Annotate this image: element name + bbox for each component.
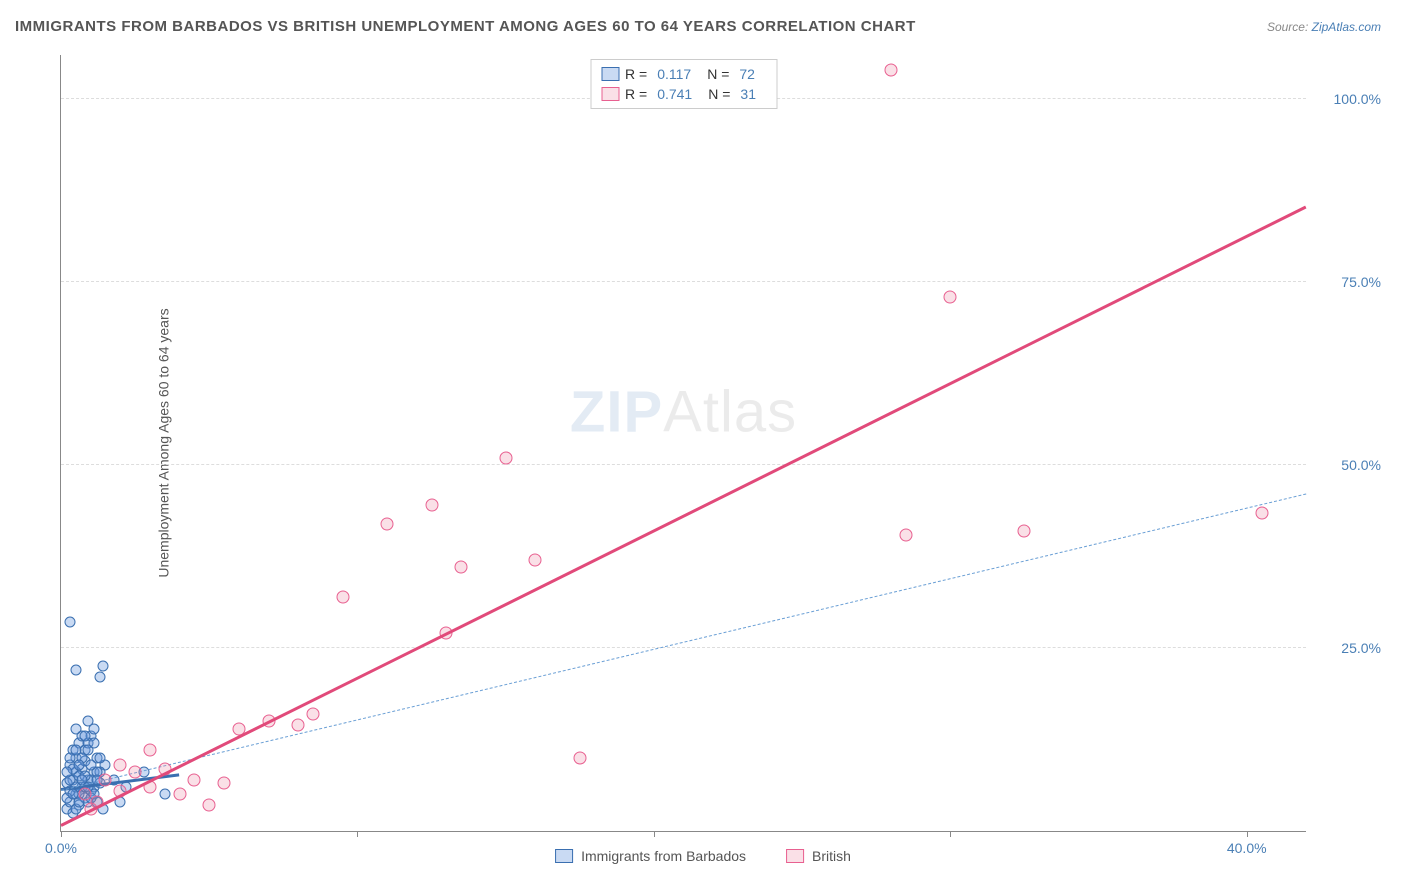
data-point [292, 718, 305, 731]
trend-line-dashed [61, 493, 1306, 790]
data-point [85, 760, 96, 771]
data-point [78, 788, 91, 801]
data-point [306, 707, 319, 720]
data-point [99, 773, 112, 786]
data-point [499, 451, 512, 464]
data-point [455, 561, 468, 574]
y-axis-label: Unemployment Among Ages 60 to 64 years [156, 308, 172, 577]
gridline [61, 281, 1306, 282]
data-point [94, 672, 105, 683]
x-tick-mark [1247, 831, 1248, 837]
watermark-atlas: Atlas [663, 379, 797, 444]
data-point [64, 752, 75, 763]
source-citation: Source: ZipAtlas.com [1267, 20, 1381, 34]
legend-label-british: British [812, 848, 851, 864]
data-point [1018, 524, 1031, 537]
legend-row-barbados: R = 0.117 N = 72 [601, 64, 766, 84]
chart-title: IMMIGRANTS FROM BARBADOS VS BRITISH UNEM… [10, 10, 1396, 43]
data-point [944, 290, 957, 303]
data-point [173, 788, 186, 801]
data-point [899, 528, 912, 541]
x-tick-mark [61, 831, 62, 837]
legend-n-british: 31 [740, 86, 756, 102]
data-point [336, 590, 349, 603]
x-tick-mark [357, 831, 358, 837]
data-point [159, 789, 170, 800]
data-point [529, 554, 542, 567]
legend-r-label: R = [625, 86, 647, 102]
legend-item-barbados: Immigrants from Barbados [555, 848, 746, 864]
data-point [70, 664, 81, 675]
data-point [88, 723, 99, 734]
source-link[interactable]: ZipAtlas.com [1312, 20, 1381, 34]
source-label: Source: [1267, 20, 1308, 34]
legend-n-barbados: 72 [739, 66, 755, 82]
swatch-pink-icon [786, 849, 804, 863]
data-point [73, 760, 84, 771]
legend-row-british: R = 0.741 N = 31 [601, 84, 766, 104]
data-point [1255, 506, 1268, 519]
chart-container: IMMIGRANTS FROM BARBADOS VS BRITISH UNEM… [10, 10, 1396, 882]
legend-r-barbados: 0.117 [657, 66, 691, 82]
y-tick-label: 50.0% [1321, 457, 1381, 473]
x-tick-label: 0.0% [45, 840, 77, 856]
data-point [381, 517, 394, 530]
y-tick-label: 100.0% [1321, 91, 1381, 107]
swatch-blue-icon [555, 849, 573, 863]
legend-r-label: R = [625, 66, 647, 82]
data-point [129, 766, 142, 779]
legend-label-barbados: Immigrants from Barbados [581, 848, 746, 864]
legend-series: Immigrants from Barbados British [555, 848, 851, 864]
watermark: ZIPAtlas [570, 378, 797, 445]
data-point [94, 752, 105, 763]
data-point [61, 767, 72, 778]
legend-n-label: N = [708, 86, 730, 102]
data-point [70, 723, 81, 734]
data-point [885, 63, 898, 76]
data-point [573, 751, 586, 764]
legend-item-british: British [786, 848, 851, 864]
watermark-zip: ZIP [570, 379, 663, 444]
x-tick-mark [950, 831, 951, 837]
y-tick-label: 75.0% [1321, 274, 1381, 290]
y-tick-label: 25.0% [1321, 640, 1381, 656]
data-point [218, 777, 231, 790]
legend-r-british: 0.741 [657, 86, 692, 102]
data-point [203, 799, 216, 812]
x-tick-mark [654, 831, 655, 837]
data-point [114, 759, 127, 772]
data-point [188, 773, 201, 786]
data-point [64, 617, 75, 628]
gridline [61, 647, 1306, 648]
data-point [425, 499, 438, 512]
data-point [97, 661, 108, 672]
data-point [88, 738, 99, 749]
data-point [143, 744, 156, 757]
gridline [61, 464, 1306, 465]
swatch-blue-icon [601, 67, 619, 81]
legend-correlation: R = 0.117 N = 72 R = 0.741 N = 31 [590, 59, 777, 109]
swatch-pink-icon [601, 87, 619, 101]
plot-area: Unemployment Among Ages 60 to 64 years Z… [60, 55, 1306, 832]
x-tick-label: 40.0% [1227, 840, 1267, 856]
trend-line [60, 206, 1306, 827]
legend-n-label: N = [707, 66, 729, 82]
